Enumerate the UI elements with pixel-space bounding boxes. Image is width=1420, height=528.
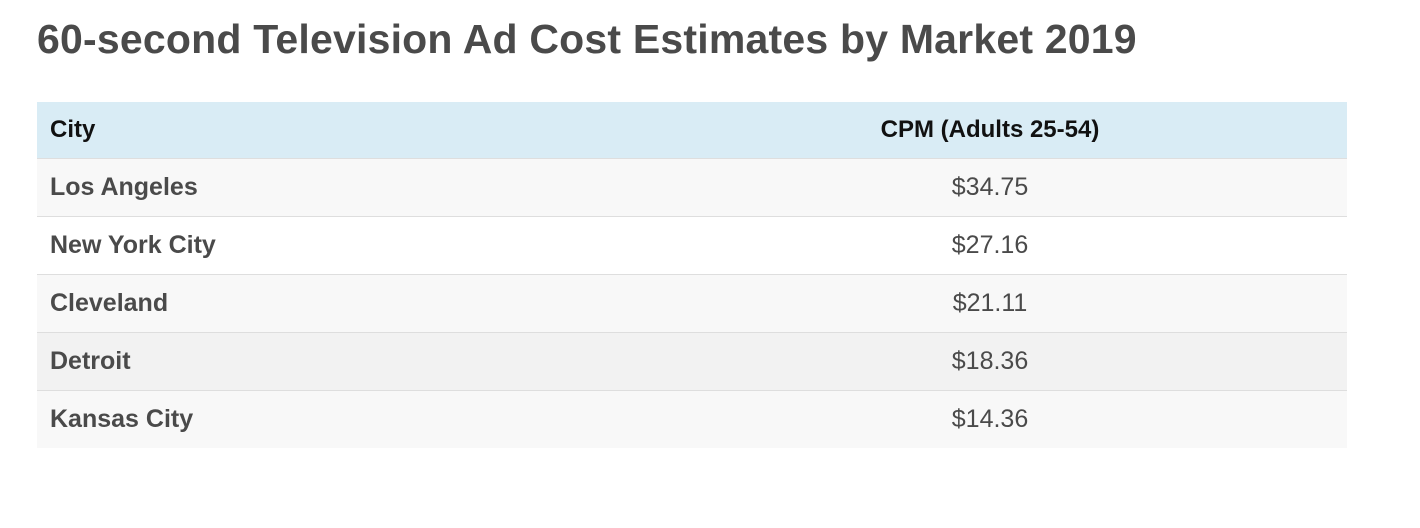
cpm-cell: $18.36: [951, 346, 1029, 375]
cpm-cell: $21.11: [952, 288, 1028, 317]
city-cell: Kansas City: [50, 404, 194, 433]
table-row: New York City $27.16: [37, 216, 1347, 274]
city-cell: Detroit: [50, 346, 131, 375]
ad-cost-table: City CPM (Adults 25-54) Los Angeles $34.…: [37, 102, 1347, 448]
column-header-cpm: CPM (Adults 25-54): [880, 115, 1100, 143]
cpm-cell: $27.16: [951, 230, 1029, 259]
page-title: 60-second Television Ad Cost Estimates b…: [37, 16, 1137, 62]
table-row: Los Angeles $34.75: [37, 158, 1347, 216]
table-header-row: City CPM (Adults 25-54): [37, 102, 1347, 158]
city-cell: New York City: [50, 230, 216, 259]
table-row: Cleveland $21.11: [37, 274, 1347, 332]
table-row: Kansas City $14.36: [37, 390, 1347, 448]
city-cell: Los Angeles: [50, 172, 198, 201]
cpm-cell: $34.75: [951, 172, 1029, 201]
column-header-city: City: [50, 115, 96, 143]
table-row: Detroit $18.36: [37, 332, 1347, 390]
city-cell: Cleveland: [50, 288, 169, 317]
cpm-cell: $14.36: [951, 404, 1029, 433]
